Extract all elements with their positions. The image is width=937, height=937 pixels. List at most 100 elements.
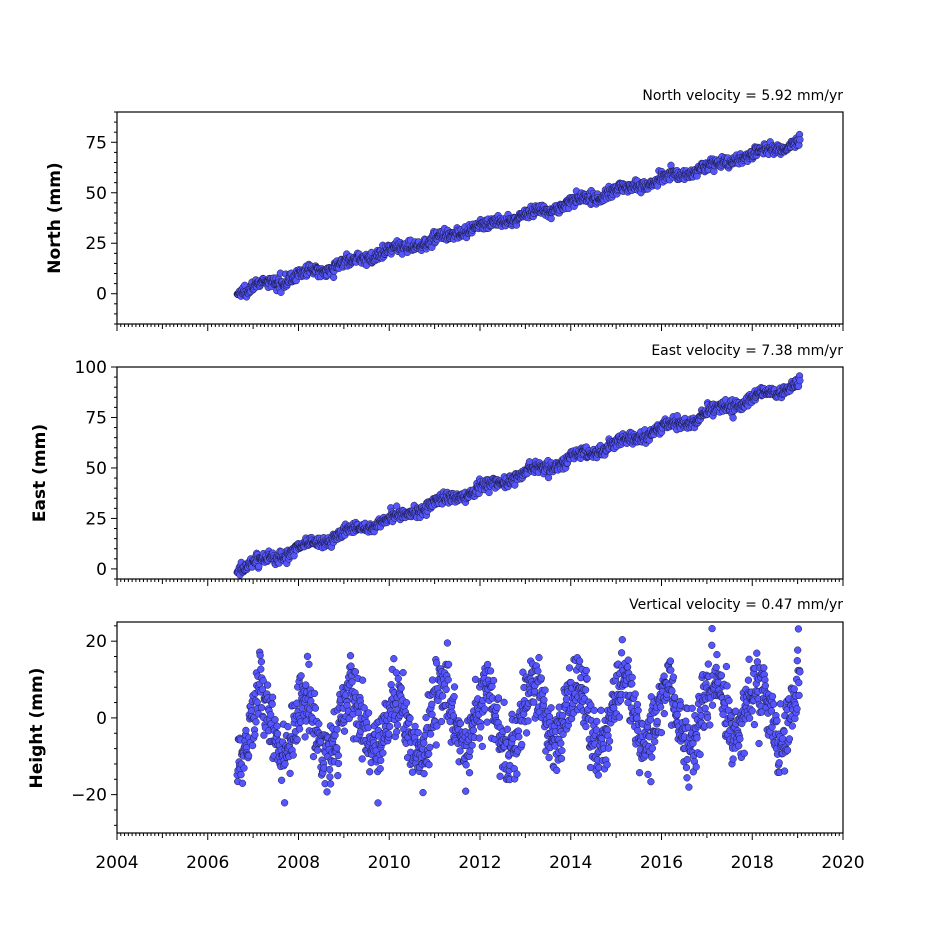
height-data-point <box>483 718 491 726</box>
height-data-point <box>442 685 450 694</box>
height-data-point <box>768 692 777 701</box>
height-data-point <box>697 712 705 720</box>
height-data-point <box>325 765 334 774</box>
height-data-point <box>503 725 512 733</box>
height-data-point <box>594 771 602 779</box>
east-y-tick-label: 75 <box>85 408 107 428</box>
height-data-point <box>682 717 690 725</box>
height-data-point <box>426 730 435 738</box>
height-data-point <box>575 657 584 665</box>
height-data-point <box>305 660 313 668</box>
height-data-point <box>605 737 614 745</box>
height-data-point <box>723 682 731 690</box>
height-data-point <box>713 650 721 659</box>
height-data-point <box>668 687 676 695</box>
height-data-point <box>706 721 714 729</box>
height-data-point <box>651 737 659 746</box>
height-data-point <box>669 673 678 681</box>
height-data-point <box>386 722 394 731</box>
height-data-point <box>696 750 704 759</box>
height-data-point <box>244 751 253 760</box>
east-y-axis-label: East (mm) <box>30 424 50 522</box>
height-data-point <box>593 717 601 726</box>
east-data-point <box>729 414 737 422</box>
height-data-point <box>692 763 700 771</box>
height-data-point <box>311 704 320 712</box>
height-data-point <box>624 656 632 664</box>
height-data-point <box>755 739 763 748</box>
height-data-point <box>450 683 459 691</box>
x-tick-label: 2008 <box>277 853 320 873</box>
height-data-point <box>237 771 245 779</box>
height-data-point <box>358 755 366 763</box>
height-data-point <box>456 747 464 755</box>
height-data-point <box>537 674 545 682</box>
height-data-point <box>496 772 504 780</box>
height-data-point <box>340 727 349 735</box>
height-data-point <box>393 728 401 736</box>
north-y-axis-label: North (mm) <box>45 162 65 273</box>
height-data-point <box>795 691 803 700</box>
east-y-tick-label: 50 <box>85 459 107 479</box>
height-data-point <box>242 726 250 735</box>
height-data-point <box>425 750 433 758</box>
height-data-point <box>547 704 555 712</box>
height-data-point <box>348 678 356 686</box>
height-data-point <box>438 692 447 700</box>
height-data-point <box>489 676 498 685</box>
x-tick-label: 2006 <box>186 853 229 873</box>
height-data-point <box>708 701 717 709</box>
height-data-point <box>393 721 402 729</box>
height-data-point <box>744 676 753 684</box>
height-data-point <box>315 720 323 728</box>
height-data-point <box>604 744 613 752</box>
east-data-point <box>796 376 804 385</box>
height-data-point <box>426 743 434 752</box>
height-data-point <box>289 751 297 759</box>
height-data-point <box>481 705 489 713</box>
height-data-point <box>518 740 526 749</box>
height-data-point <box>793 657 801 665</box>
height-data-point <box>780 767 789 775</box>
east-panel: East velocity = 7.38 mm/yr 100 75 50 25 0 Ea… <box>30 343 844 586</box>
height-data-point <box>379 749 387 757</box>
height-data-point <box>475 734 484 742</box>
vertical-velocity-label: Vertical velocity = 0.47 mm/yr <box>629 597 843 613</box>
east-x-axis <box>116 579 844 586</box>
height-data-point <box>534 667 542 675</box>
height-data-point <box>683 755 691 764</box>
height-data-point <box>708 624 716 633</box>
height-data-point <box>377 756 385 765</box>
height-data-point <box>425 761 433 769</box>
height-data-point <box>444 676 452 684</box>
east-y-tick-label: 0 <box>96 560 107 580</box>
height-data-point <box>257 704 266 712</box>
north-x-axis <box>116 324 844 331</box>
north-data-point <box>277 288 285 296</box>
height-y-axis-label: Height (mm) <box>27 668 47 789</box>
north-data-point <box>329 273 338 282</box>
height-data-point <box>273 722 281 730</box>
height-data-point <box>657 728 666 737</box>
height-data-point <box>334 771 342 780</box>
height-data-point <box>603 761 611 769</box>
height-data-point <box>735 742 743 750</box>
height-panel: Vertical velocity = 0.47 mm/yr 20 0 −20 He… <box>27 597 844 840</box>
height-data-point <box>794 646 802 654</box>
height-data-point <box>745 714 754 722</box>
height-data-point <box>745 655 753 663</box>
height-data-point <box>257 658 266 666</box>
height-data-point <box>796 668 804 676</box>
height-data-point <box>634 706 642 715</box>
height-data-point <box>558 711 567 720</box>
height-data-point <box>248 741 257 750</box>
height-data-point <box>444 660 453 669</box>
height-data-point <box>753 649 761 657</box>
height-data-point <box>437 717 446 726</box>
height-data-point <box>483 660 492 669</box>
height-data-point <box>565 664 574 672</box>
height-data-point <box>653 717 661 726</box>
height-data-point <box>284 723 292 731</box>
height-data-point <box>558 746 566 755</box>
height-data-point <box>618 636 626 644</box>
